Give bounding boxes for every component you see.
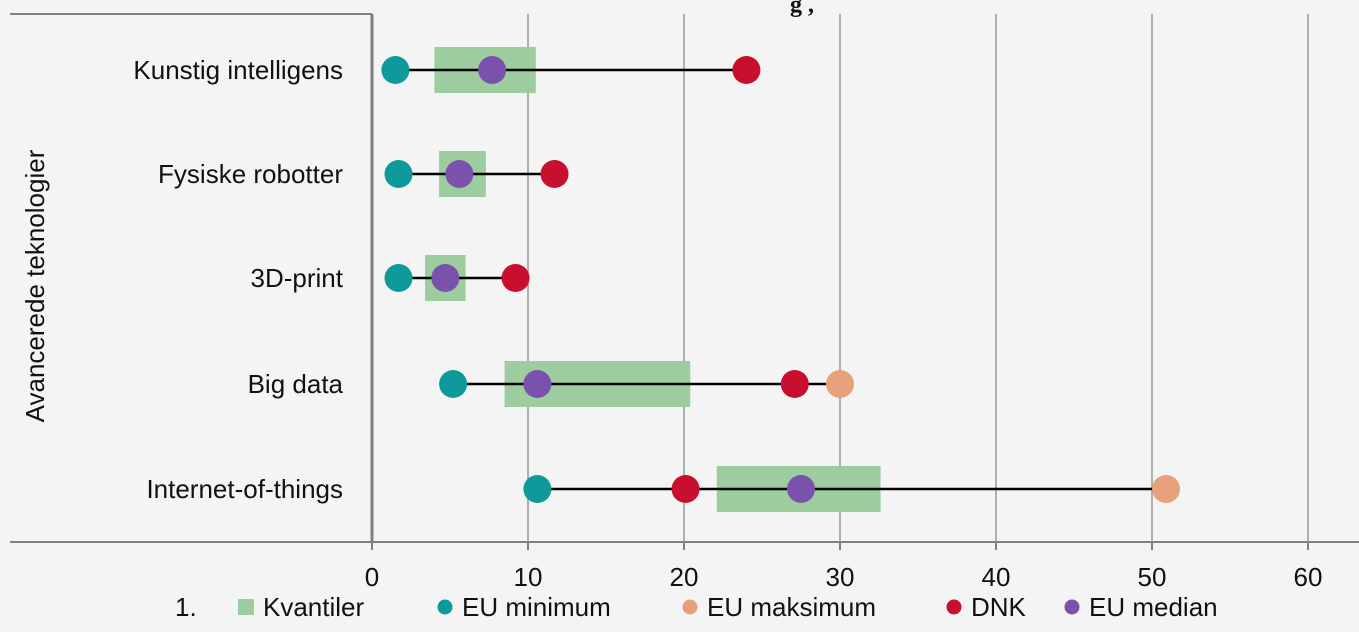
row-fysiske-robotter: Fysiske robotter bbox=[158, 151, 569, 197]
dnk-point bbox=[732, 56, 761, 84]
eu-minimum-point bbox=[439, 370, 468, 398]
eu-median-point bbox=[445, 160, 474, 188]
category-label: Big data bbox=[248, 369, 344, 399]
title-fragment: g , bbox=[790, 0, 814, 18]
legend-swatch bbox=[1064, 599, 1080, 615]
eu-median-point bbox=[431, 264, 460, 292]
dnk-point bbox=[671, 475, 700, 503]
eu-minimum-point bbox=[384, 264, 413, 292]
legend-item-kvantiler: Kvantiler bbox=[238, 592, 364, 622]
x-tick-label-60: 60 bbox=[1294, 562, 1323, 592]
legend: 1. Kvantiler EU minimum EU maksimum DNK EU me… bbox=[175, 592, 1218, 622]
legend-label: EU minimum bbox=[462, 592, 611, 622]
x-tick-label-30: 30 bbox=[826, 562, 855, 592]
eu-maksimum-point bbox=[826, 370, 854, 398]
legend-item-dnk: DNK bbox=[946, 592, 1027, 622]
row-internet-of-things: Internet-of-things bbox=[146, 466, 1181, 512]
legend-item-eu-minimum: EU minimum bbox=[437, 592, 611, 622]
eu-median-point bbox=[787, 475, 815, 503]
legend-label: EU maksimum bbox=[707, 592, 876, 622]
x-tick-label-40: 40 bbox=[982, 562, 1011, 592]
row-3d-print: 3D-print bbox=[251, 255, 530, 301]
eu-minimum-point bbox=[384, 160, 413, 188]
chart-rows: Kunstig intelligens Fysiske robotter 3D-pr… bbox=[133, 47, 1181, 512]
legend-swatch bbox=[682, 599, 698, 615]
legend-swatch bbox=[437, 599, 453, 615]
legend-label: Kvantiler bbox=[263, 592, 364, 622]
category-label: Fysiske robotter bbox=[158, 159, 343, 189]
x-tick-label-50: 50 bbox=[1138, 562, 1167, 592]
legend-prefix: 1. bbox=[175, 592, 197, 622]
category-label: 3D-print bbox=[251, 263, 344, 293]
legend-item-eu-median: EU median bbox=[1064, 592, 1218, 622]
dnk-point bbox=[780, 370, 809, 398]
x-tick-label-20: 20 bbox=[670, 562, 699, 592]
x-tick-labels: 0 10 20 30 40 50 60 bbox=[365, 542, 1323, 592]
legend-label: EU median bbox=[1089, 592, 1218, 622]
legend-item-eu-maksimum: EU maksimum bbox=[682, 592, 876, 622]
eu-maksimum-point bbox=[1152, 475, 1181, 503]
dnk-point bbox=[540, 160, 569, 188]
row-kunstig-intelligens: Kunstig intelligens bbox=[133, 47, 761, 93]
grid-lines bbox=[527, 14, 1309, 542]
legend-swatch bbox=[946, 599, 962, 615]
category-label: Kunstig intelligens bbox=[133, 55, 343, 85]
row-big-data: Big data bbox=[248, 361, 854, 407]
eu-median-point bbox=[523, 370, 552, 398]
x-tick-label-0: 0 bbox=[365, 562, 379, 592]
eu-minimum-point bbox=[523, 475, 552, 503]
y-axis-title: Avancerede teknologier bbox=[20, 149, 50, 422]
legend-swatch bbox=[238, 599, 254, 615]
dnk-point bbox=[501, 264, 530, 292]
category-label: Internet-of-things bbox=[146, 474, 343, 504]
x-tick-label-10: 10 bbox=[514, 562, 543, 592]
legend-label: DNK bbox=[971, 592, 1027, 622]
eu-median-point bbox=[478, 56, 507, 84]
eu-minimum-point bbox=[381, 56, 410, 84]
